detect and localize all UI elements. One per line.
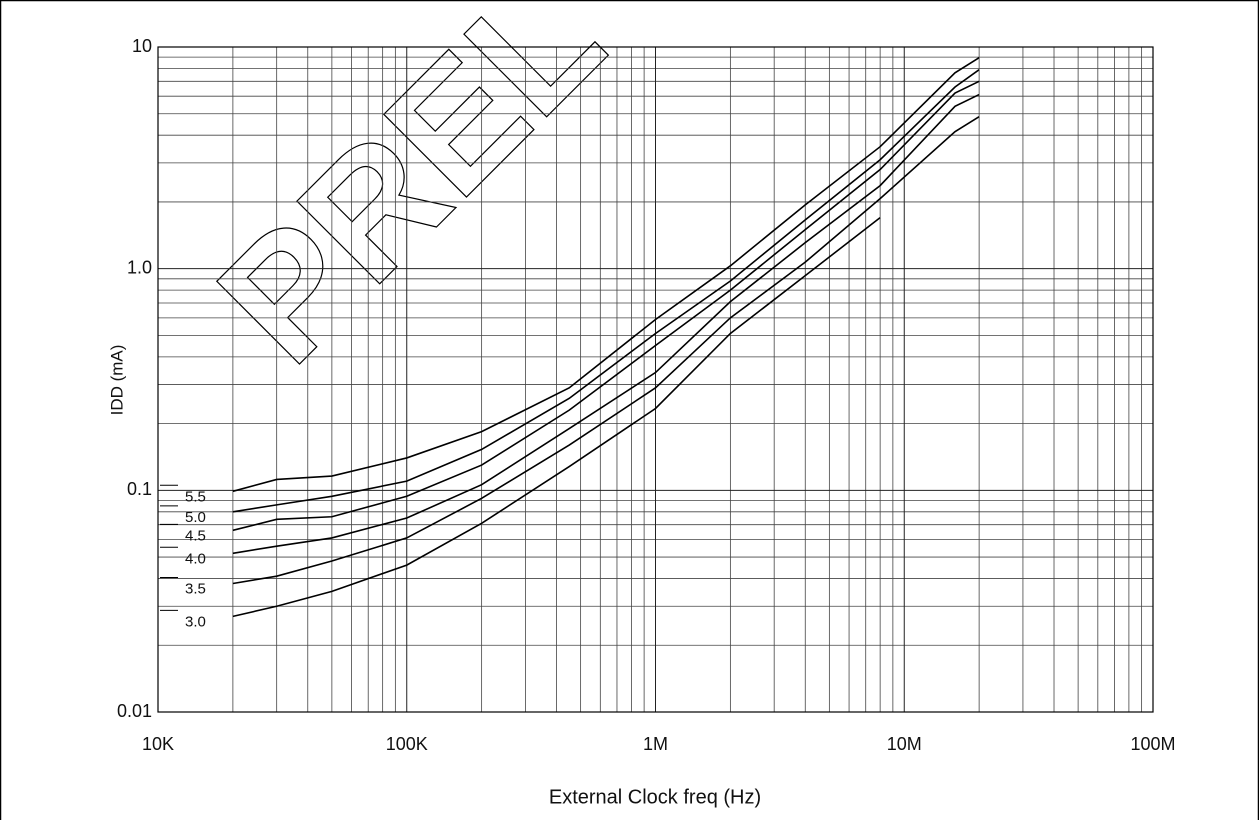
x-axis-title: External Clock freq (Hz) (549, 786, 761, 808)
y-tick-label: 10 (132, 36, 152, 56)
series-label: 5.5 (185, 488, 206, 505)
x-tick-label: 1M (643, 734, 668, 754)
x-tick-label: 100K (386, 734, 428, 754)
series-label: 4.5 (185, 527, 206, 544)
series-line (232, 216, 881, 618)
series-label: 4.0 (185, 550, 206, 567)
series-line (232, 80, 980, 532)
series-label: 3.5 (185, 580, 206, 597)
y-axis-title: IDD (mA) (107, 345, 126, 416)
plot-border (157, 46, 1154, 713)
y-tick-label: 0.1 (127, 479, 152, 499)
x-tick-label: 10M (887, 734, 922, 754)
x-tick-label: 100M (1130, 734, 1175, 754)
x-tick-label: 10K (142, 734, 174, 754)
watermark: PREL (183, 0, 638, 398)
y-tick-label: 0.01 (117, 701, 152, 721)
series-line (232, 115, 980, 585)
y-tick-label: 1.0 (127, 257, 152, 277)
series-line (232, 57, 980, 493)
series-label: 5.0 (185, 509, 206, 526)
series-label: 3.0 (185, 613, 206, 630)
series-line (232, 69, 980, 513)
series-line (232, 93, 980, 555)
